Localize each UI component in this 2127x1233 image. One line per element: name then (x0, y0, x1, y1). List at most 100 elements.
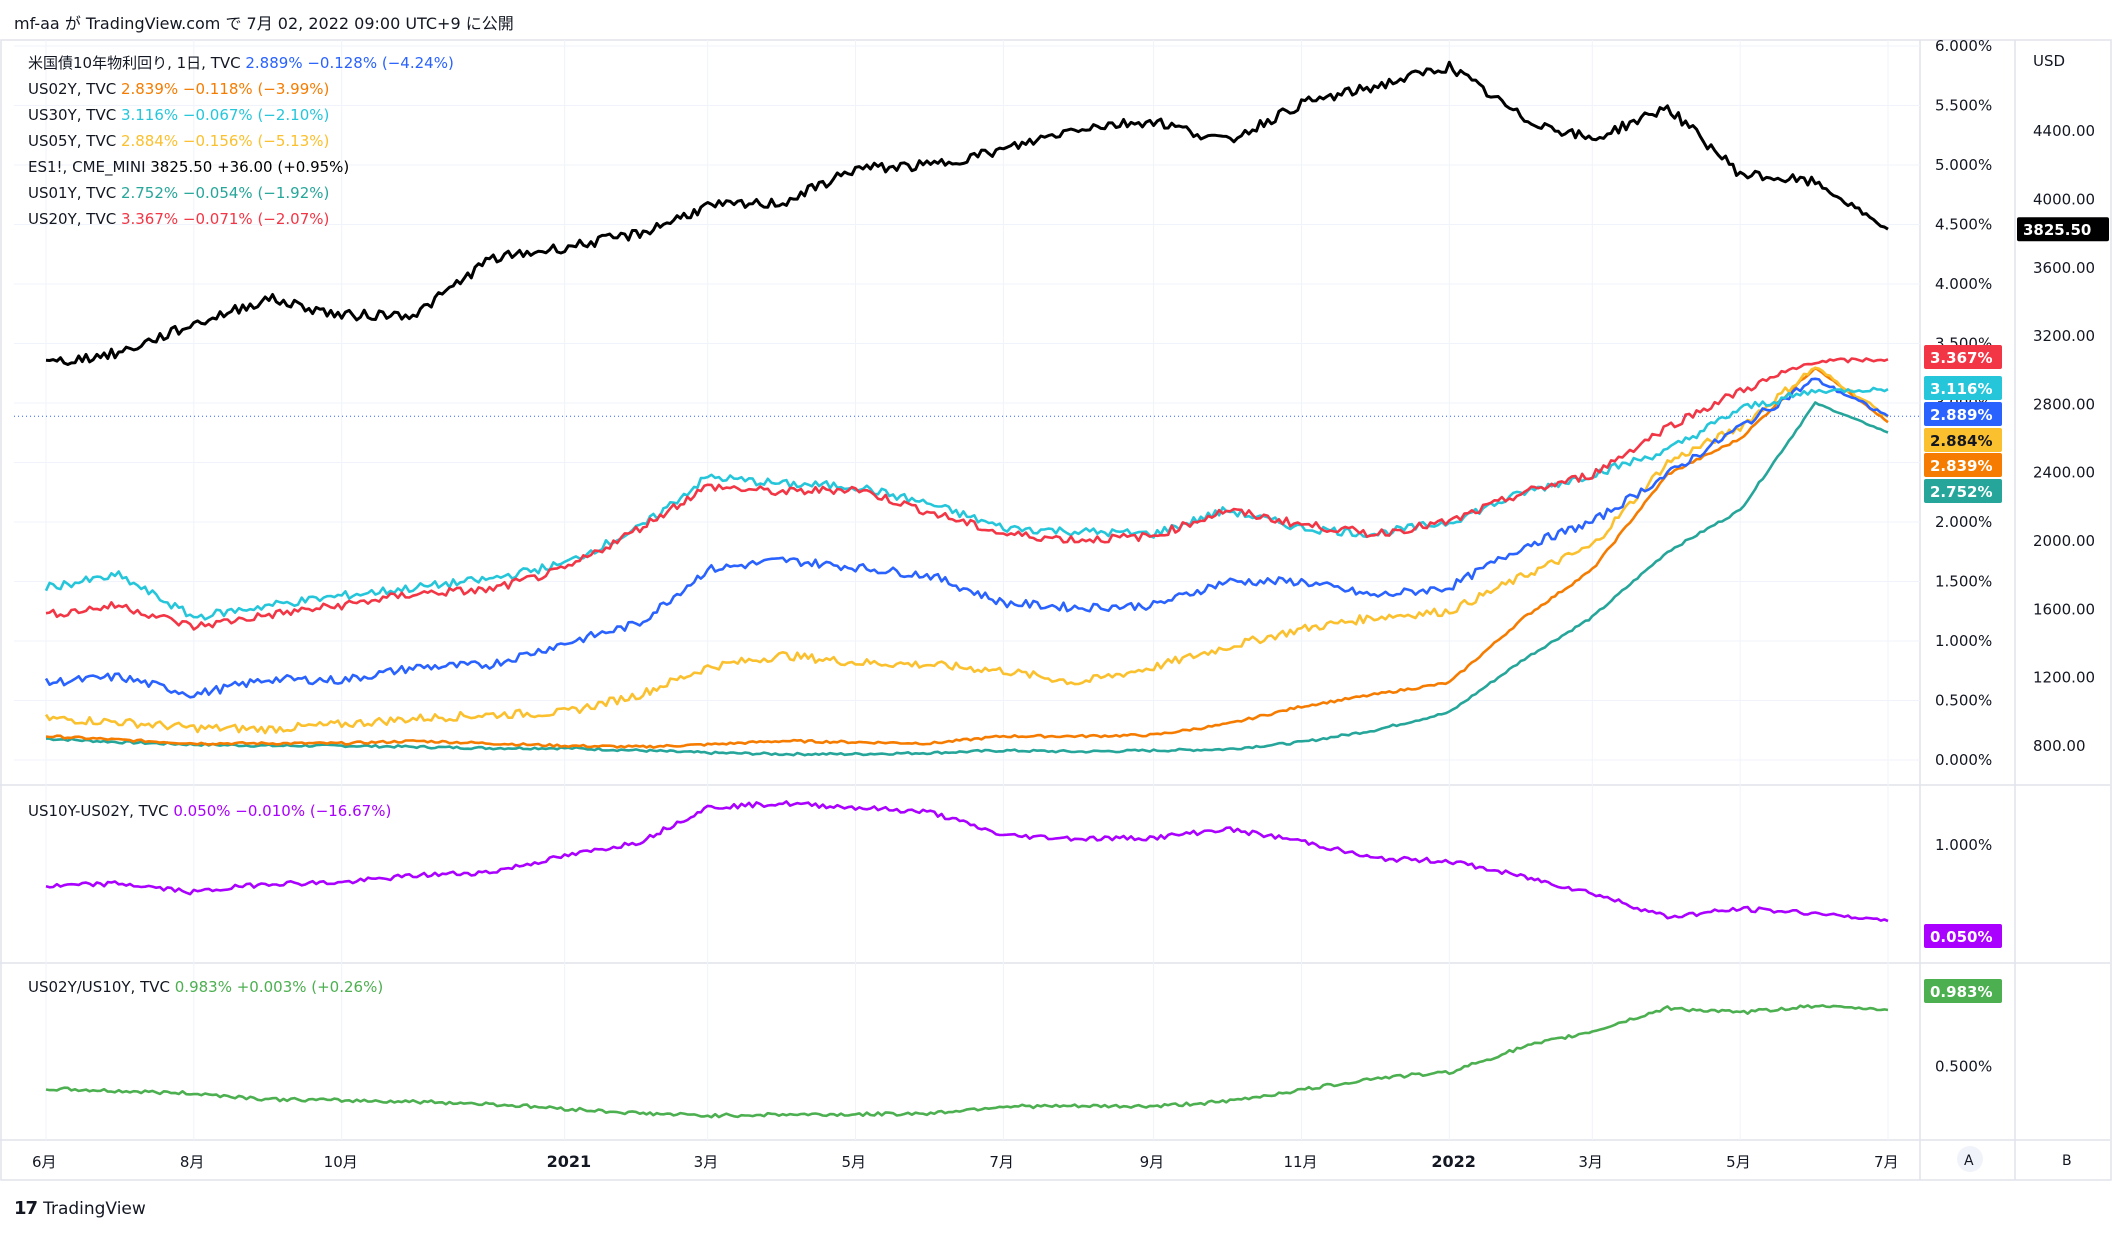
series-line-us05y (44, 366, 1889, 735)
price-tag-label: 3.367% (1930, 349, 1992, 367)
x-tick-label: 2021 (547, 1152, 592, 1171)
legend-series-value: 3.116% −0.067% (−2.10%) (121, 106, 329, 124)
price-tag-us30y (1924, 376, 2002, 400)
usd-tick-label: 4000.00 (2033, 190, 2095, 208)
series-line-us02y (45, 366, 1889, 749)
ratio-tick-label: 0.500% (1935, 1058, 1992, 1076)
legend-row-es1[interactable]: ES1!, CME_MINI 3825.50 +36.00 (+0.95%) (28, 158, 349, 177)
series-line-us01y (46, 401, 1889, 757)
legend-series-name: US30Y, TVC (28, 106, 121, 124)
chart-border (0, 39, 2112, 1181)
legend-row-us02y[interactable]: US02Y, TVC 2.839% −0.118% (−3.99%) (28, 80, 329, 98)
pct-tick-label: 4.000% (1935, 275, 1992, 293)
price-tag-us10y (1924, 402, 2002, 426)
legend-row-spread[interactable]: US10Y-US02Y, TVC 0.050% −0.010% (−16.67%… (28, 802, 391, 820)
x-tick-label: 8月 (180, 1153, 205, 1171)
x-tick-label: 5月 (1726, 1153, 1751, 1171)
legend-series-name: US10Y-US02Y, TVC (28, 802, 173, 820)
legend-series-value: 0.983% +0.003% (+0.26%) (175, 978, 383, 996)
price-tags: 3825.50 3.367% 3.116% 2.889% 2.884% 2.839% 2.7… (1924, 217, 2109, 1003)
legend-row-us20y[interactable]: US20Y, TVC 3.367% −0.071% (−2.07%) (28, 210, 329, 228)
price-tag-us05y (1924, 428, 2002, 452)
legend-series-value: 0.050% −0.010% (−16.67%) (173, 802, 391, 820)
series-line-es1 (45, 60, 1889, 366)
pct-tick-label: 0.000% (1935, 751, 1992, 769)
tradingview-logo-icon: 17 (14, 1198, 38, 1219)
legend-series-name: US05Y, TVC (28, 132, 121, 150)
legend-row-us30y[interactable]: US30Y, TVC 3.116% −0.067% (−2.10%) (28, 106, 329, 124)
price-tag-label: 2.884% (1930, 432, 1992, 450)
series-line-us10y (44, 377, 1889, 699)
legend-series-value: 2.839% −0.118% (−3.99%) (121, 80, 329, 98)
legend-series-name: 米国債10年物利回り, 1日, TVC (28, 54, 245, 72)
series-line-us30y (44, 386, 1889, 621)
usd-axis-label: USD (2033, 52, 2065, 70)
usd-tick-label: 3200.00 (2033, 327, 2095, 345)
series-line-us20y (45, 357, 1889, 631)
legend-series-name: US20Y, TVC (28, 210, 121, 228)
series (44, 60, 1889, 1119)
legend-row-us10y[interactable]: 米国債10年物利回り, 1日, TVC 2.889% −0.128% (−4.2… (28, 54, 454, 72)
legend-series-value: 3825.50 +36.00 (+0.95%) (150, 158, 349, 176)
legend-row-us05y[interactable]: US05Y, TVC 2.884% −0.156% (−5.13%) (28, 132, 329, 150)
legend-series-name: ES1!, CME_MINI (28, 158, 150, 177)
series-line-ratio (45, 1004, 1889, 1119)
tradingview-brand: TradingView (43, 1198, 146, 1219)
legend-series-value: 2.889% −0.128% (−4.24%) (245, 54, 453, 72)
auto-scale-label: A (1964, 1153, 1974, 1169)
spread-tick-label: 1.000% (1935, 836, 1992, 854)
grid (0, 39, 2112, 1181)
usd-tick-label: 800.00 (2033, 737, 2086, 755)
x-tick-label: 7月 (989, 1153, 1014, 1171)
x-tick-label: 6月 (32, 1153, 57, 1171)
usd-tick-label: 1200.00 (2033, 669, 2095, 687)
legends: 米国債10年物利回り, 1日, TVC 2.889% −0.128% (−4.2… (28, 54, 454, 996)
pct-tick-label: 5.500% (1935, 97, 1992, 115)
x-tick-label: 2022 (1431, 1152, 1476, 1171)
price-tag-us20y (1924, 345, 2002, 369)
price-tag-ratio (1924, 979, 2002, 1003)
legend-series-value: 3.367% −0.071% (−2.07%) (121, 210, 329, 228)
auto-scale-button[interactable] (1957, 1146, 1983, 1172)
axes: 6.000%5.500%5.000%4.500%4.000%3.500%3.00… (32, 37, 2095, 1172)
plot-background (0, 40, 2110, 1180)
pct-tick-label: 4.500% (1935, 216, 1992, 234)
legend-series-name: US01Y, TVC (28, 184, 121, 202)
pct-tick-label: 2.000% (1935, 513, 1992, 531)
series-line-spread (45, 800, 1889, 923)
legend-series-name: US02Y, TVC (28, 80, 121, 98)
price-tag-label: 0.983% (1930, 983, 1992, 1001)
x-tick-label: 3月 (694, 1153, 719, 1171)
usd-tick-label: 2400.00 (2033, 464, 2095, 482)
tradingview-logo[interactable]: 17 TradingView (14, 1198, 146, 1219)
usd-tick-label: 1600.00 (2033, 600, 2095, 618)
pct-tick-label: 0.500% (1935, 692, 1992, 710)
x-tick-label: 10月 (324, 1153, 358, 1171)
price-tag-label: 2.752% (1930, 483, 1992, 501)
price-tag-label: 2.889% (1930, 406, 1992, 424)
publish-header: mf-aa が TradingView.com で 7月 02, 2022 09… (14, 14, 514, 33)
pct-tick-label: 1.500% (1935, 573, 1992, 591)
legend-series-name: US02Y/US10Y, TVC (28, 978, 175, 996)
x-tick-label: 3月 (1578, 1153, 1603, 1171)
legend-row-us01y[interactable]: US01Y, TVC 2.752% −0.054% (−1.92%) (28, 184, 329, 202)
pct-tick-label: 5.000% (1935, 156, 1992, 174)
price-tag-us02y (1924, 453, 2002, 477)
x-tick-label: 11月 (1283, 1153, 1317, 1171)
usd-tick-label: 2000.00 (2033, 532, 2095, 550)
legend-row-ratio[interactable]: US02Y/US10Y, TVC 0.983% +0.003% (+0.26%) (28, 978, 383, 996)
price-tag-label: 3825.50 (2023, 221, 2091, 239)
x-tick-label: 9月 (1140, 1153, 1165, 1171)
b-button-label[interactable]: B (2062, 1153, 2072, 1169)
legend-series-value: 2.752% −0.054% (−1.92%) (121, 184, 329, 202)
usd-tick-label: 4400.00 (2033, 122, 2095, 140)
x-tick-label: 5月 (842, 1153, 867, 1171)
x-tick-label: 7月 (1874, 1153, 1899, 1171)
usd-tick-label: 3600.00 (2033, 259, 2095, 277)
pct-tick-label: 6.000% (1935, 37, 1992, 55)
pct-tick-label: 1.000% (1935, 632, 1992, 650)
price-tag-spread (1924, 924, 2002, 948)
usd-tick-label: 2800.00 (2033, 395, 2095, 413)
price-tag-label: 3.116% (1930, 380, 1992, 398)
